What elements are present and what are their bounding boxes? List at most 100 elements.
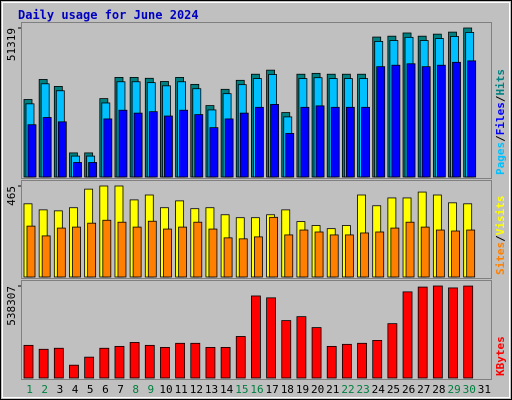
legend-entry: KBytes: [494, 336, 507, 376]
bar: [300, 106, 310, 178]
bar: [326, 345, 337, 379]
bar: [23, 344, 34, 379]
x-tick-label: 30: [463, 383, 476, 396]
bar: [132, 226, 142, 278]
bar: [360, 232, 369, 278]
x-tick-label: 7: [117, 383, 124, 396]
x-tick-label: 13: [205, 383, 218, 396]
bar: [432, 285, 443, 379]
bar: [164, 115, 173, 178]
x-tick-label: 31: [478, 383, 491, 396]
x-tick-label: 20: [311, 383, 324, 396]
legend-separator: /: [494, 235, 507, 242]
x-tick-label: 22: [341, 383, 354, 396]
panel-frame: [21, 280, 492, 380]
bar: [133, 112, 143, 178]
bar: [87, 222, 97, 278]
panels: [21, 22, 492, 380]
x-tick-label: 21: [326, 383, 339, 396]
bar: [299, 229, 309, 278]
x-tick-label: 10: [159, 383, 172, 396]
panel-frame: [21, 22, 492, 179]
bar: [375, 231, 385, 278]
bar: [311, 327, 322, 379]
bar: [266, 297, 276, 379]
bar: [42, 117, 52, 178]
x-tick-label: 16: [250, 383, 263, 396]
legend-entry: Hits: [494, 69, 507, 96]
bar: [224, 118, 234, 178]
x-tick-label: 19: [296, 383, 309, 396]
bar: [420, 226, 430, 278]
legend-entry: Visits: [494, 196, 507, 236]
bar: [117, 221, 127, 278]
bar: [235, 336, 246, 379]
bar: [38, 348, 49, 379]
bar: [102, 219, 112, 278]
bar: [220, 347, 231, 379]
bar: [390, 227, 400, 278]
y-tick-label: 51319: [5, 28, 18, 61]
bar: [391, 64, 401, 178]
x-tick-label: 17: [266, 383, 279, 396]
x-tick-label: 23: [357, 383, 370, 396]
bar: [255, 106, 264, 178]
bar: [239, 112, 249, 178]
x-tick-label: 4: [72, 383, 79, 396]
bar: [56, 227, 66, 278]
legend-entry: Pages: [494, 142, 507, 175]
bar: [53, 347, 64, 379]
x-tick-label: 8: [132, 383, 139, 396]
bar: [88, 162, 98, 178]
x-tick-label: 24: [372, 383, 386, 396]
bar: [144, 344, 155, 379]
bar: [387, 323, 398, 379]
bar: [467, 60, 477, 178]
legend-entry: Sites: [494, 242, 507, 275]
x-tick-label: 2: [41, 383, 48, 396]
bar: [463, 285, 474, 379]
bar: [254, 236, 263, 278]
bar: [329, 234, 339, 278]
bar: [73, 162, 82, 178]
bar: [315, 105, 325, 178]
x-tick-label: 26: [402, 383, 415, 396]
bar: [448, 287, 458, 379]
bar: [452, 61, 461, 178]
bar: [435, 229, 445, 278]
x-tick-label: 27: [417, 383, 430, 396]
bar: [284, 234, 294, 278]
bar: [57, 121, 67, 178]
bar: [147, 220, 157, 278]
legend-separator: /: [494, 95, 507, 102]
bar: [160, 347, 170, 379]
bar: [118, 109, 128, 178]
bar: [269, 216, 278, 278]
bar: [357, 342, 367, 379]
bar: [223, 237, 233, 278]
bar: [451, 230, 460, 278]
bar: [417, 286, 428, 379]
bar: [421, 66, 431, 178]
bar: [190, 342, 201, 379]
bar: [41, 235, 51, 278]
bar: [296, 316, 307, 379]
legend: KBytes: [494, 336, 507, 376]
x-tick-label: 1: [26, 383, 33, 396]
bar: [175, 342, 186, 379]
bar: [466, 229, 476, 278]
x-tick-label: 29: [447, 383, 460, 396]
bar: [129, 342, 140, 379]
bar: [405, 221, 415, 278]
x-tick-label: 18: [281, 383, 294, 396]
bar: [402, 291, 413, 379]
bar: [436, 64, 446, 178]
x-tick-label: 11: [175, 383, 188, 396]
bar: [193, 221, 203, 278]
x-tick-label: 9: [148, 383, 155, 396]
bar: [103, 118, 113, 178]
x-tick-label: 25: [387, 383, 400, 396]
x-tick-label: 5: [87, 383, 94, 396]
bar: [251, 295, 261, 379]
